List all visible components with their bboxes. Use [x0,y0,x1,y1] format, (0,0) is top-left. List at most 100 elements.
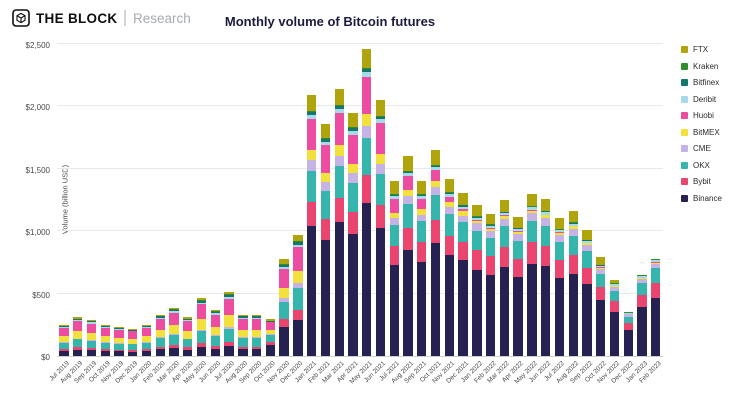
bar-segment-cme [541,217,551,226]
bar-segment-okx [499,226,510,247]
bar-segment-bybit [265,341,276,345]
bar-segment-huobi [59,327,69,336]
bar-segment-bybit [527,242,537,264]
bar-segment-bybit [334,198,344,223]
bar-segment-cme [306,160,317,171]
bar-segment-bitmex [417,209,427,215]
bar-stack-mar-2020 [169,307,179,356]
bar-stack-jul-2019 [59,324,69,356]
bar-segment-cme [251,337,262,339]
bar-stack-feb-2021 [320,124,331,356]
bar-segment-bitfinex [293,242,303,245]
bar-segment-deribit [596,265,606,268]
bar-segment-okx [72,339,83,348]
bar-segment-bitfinex [348,128,358,131]
bar-segment-ftx [389,181,399,195]
bar-segment-deribit [513,229,523,232]
bar-segment-bitmex [609,285,620,287]
bar-segment-bitfinex [458,205,468,207]
bar-segment-ftx [293,235,303,242]
bar-segment-deribit [141,326,152,328]
bar-segment-binance [348,234,358,356]
bar-segment-bitmex [320,172,331,183]
bar-segment-ftx [348,112,358,128]
bar-segment-bitmex [348,163,358,174]
bar-segment-bitmex [554,233,565,236]
bar-segment-kraken [582,239,592,241]
bar-segment-binance [293,319,303,356]
bar-segment-binance [334,222,344,356]
bar-segment-deribit [527,207,537,210]
bar-segment-huobi [554,232,565,234]
bar-segment-bitmex [334,144,344,156]
bar-stack-jun-2022 [541,198,551,356]
legend-label: OKX [693,160,710,170]
bar-segment-kraken [320,138,331,140]
bar-segment-deribit [100,326,110,328]
bar-segment-bitfinex [541,211,551,213]
bar-segment-bybit [86,348,97,351]
bar-segment-bybit [224,341,234,346]
bar-segment-cme [499,218,510,227]
bar-stack-oct-2019 [100,324,110,356]
bar-segment-bitmex [224,315,234,328]
legend-color-swatch [681,128,688,136]
bar-segment-ftx [306,95,317,111]
bar-segment-huobi [114,330,124,338]
bar-segment-deribit [554,230,565,233]
bar-segment-okx [279,301,289,320]
bar-segment-ftx [375,100,386,116]
bar-segment-cme [100,341,110,343]
bar-segment-bitmex [637,277,647,279]
bar-segment-bitmex [430,180,441,188]
bar-stack-may-2021 [362,49,372,356]
bar-stack-aug-2021 [403,156,413,356]
bar-segment-cme [582,245,592,252]
bar-segment-huobi [472,220,482,221]
bar-segment-deribit [499,213,510,216]
bar-segment-binance [444,255,454,356]
bar-segment-binance [59,351,69,356]
legend-color-swatch [681,145,688,152]
bar-segment-kraken [527,205,537,207]
bar-stack-may-2022 [527,193,537,356]
bar-segment-bybit [375,205,386,229]
bar-segment-bitmex [210,326,220,336]
bar-segment-bitfinex [279,264,289,267]
bar-stack-nov-2021 [444,178,454,356]
bar-segment-bybit [458,241,468,260]
bar-segment-huobi [251,318,262,330]
bar-segment-bitmex [403,190,413,197]
bar-segment-okx [238,338,248,347]
bar-segment-bybit [651,283,661,298]
bar-segment-binance [430,242,441,356]
bar-segment-kraken [417,194,427,195]
bar-segment-okx [623,316,633,324]
bar-segment-bitfinex [86,321,97,323]
legend-item-kraken: Kraken [681,62,722,71]
bar-stack-dec-2021 [458,192,468,356]
bar-stack-jan-2020 [141,324,152,356]
legend-item-bybit: Bybit [681,177,722,186]
bar-segment-okx [362,138,372,175]
bar-segment-okx [114,343,124,350]
bar-segment-okx [320,191,331,220]
bar-segment-bitmex [128,338,138,344]
bar-segment-binance [623,329,633,356]
bar-segment-bybit [389,245,399,266]
bar-segment-okx [86,340,97,349]
legend-label: Deribit [693,94,717,104]
bar-segment-kraken [362,67,372,70]
bar-segment-deribit [348,130,358,135]
bar-segment-binance [541,266,551,356]
bar-segment-bitmex [527,210,537,214]
bar-segment-okx [306,170,317,203]
bar-segment-bybit [72,347,83,350]
bar-slot [140,45,154,356]
bar-segment-bitmex [596,267,606,270]
bar-segment-cme [210,335,220,337]
bar-segment-cme [279,297,289,302]
bar-segment-okx [293,288,303,310]
bar-segment-cme [472,223,482,231]
bar-segment-okx [334,166,344,199]
